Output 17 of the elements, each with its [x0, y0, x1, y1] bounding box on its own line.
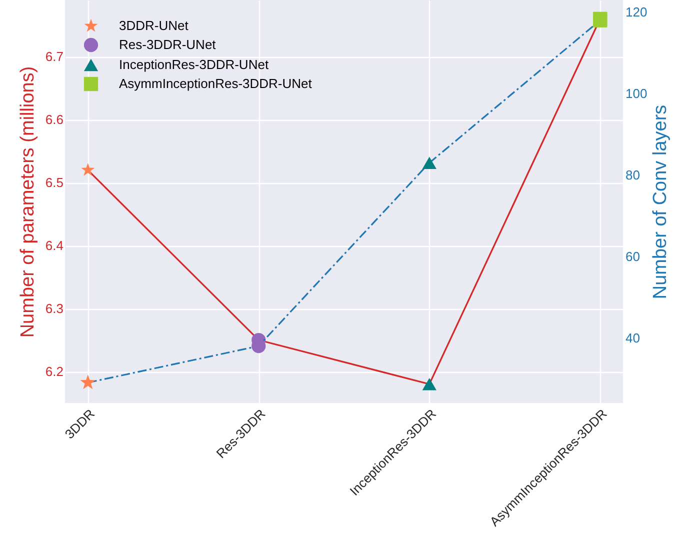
y-tick-label: 6.2 — [45, 364, 64, 380]
y-tick-label: 6.6 — [45, 112, 64, 128]
legend-label: Res-3DDR-UNet — [119, 37, 216, 52]
y2-tick-label: 40 — [626, 330, 640, 346]
y-tick-label: 6.3 — [45, 301, 64, 316]
y2-axis-title: Number of Conv layers — [650, 104, 672, 300]
y-axis-title: Number of parameters (millions) — [17, 66, 38, 338]
y-tick-label: 6.4 — [45, 238, 64, 254]
y2-tick-label: 80 — [626, 168, 640, 183]
y2-tick-label: 120 — [626, 4, 648, 20]
legend-label: 3DDR-UNet — [119, 18, 189, 33]
y-tick-label: 6.7 — [45, 49, 64, 64]
y2-tick-label: 60 — [626, 248, 640, 264]
y2-tick-label: 100 — [626, 86, 648, 102]
legend-label: InceptionRes-3DDR-UNet — [119, 57, 269, 72]
y-tick-label: 6.5 — [45, 175, 64, 190]
legend-label: AsymmInceptionRes-3DDR-UNet — [119, 76, 312, 91]
